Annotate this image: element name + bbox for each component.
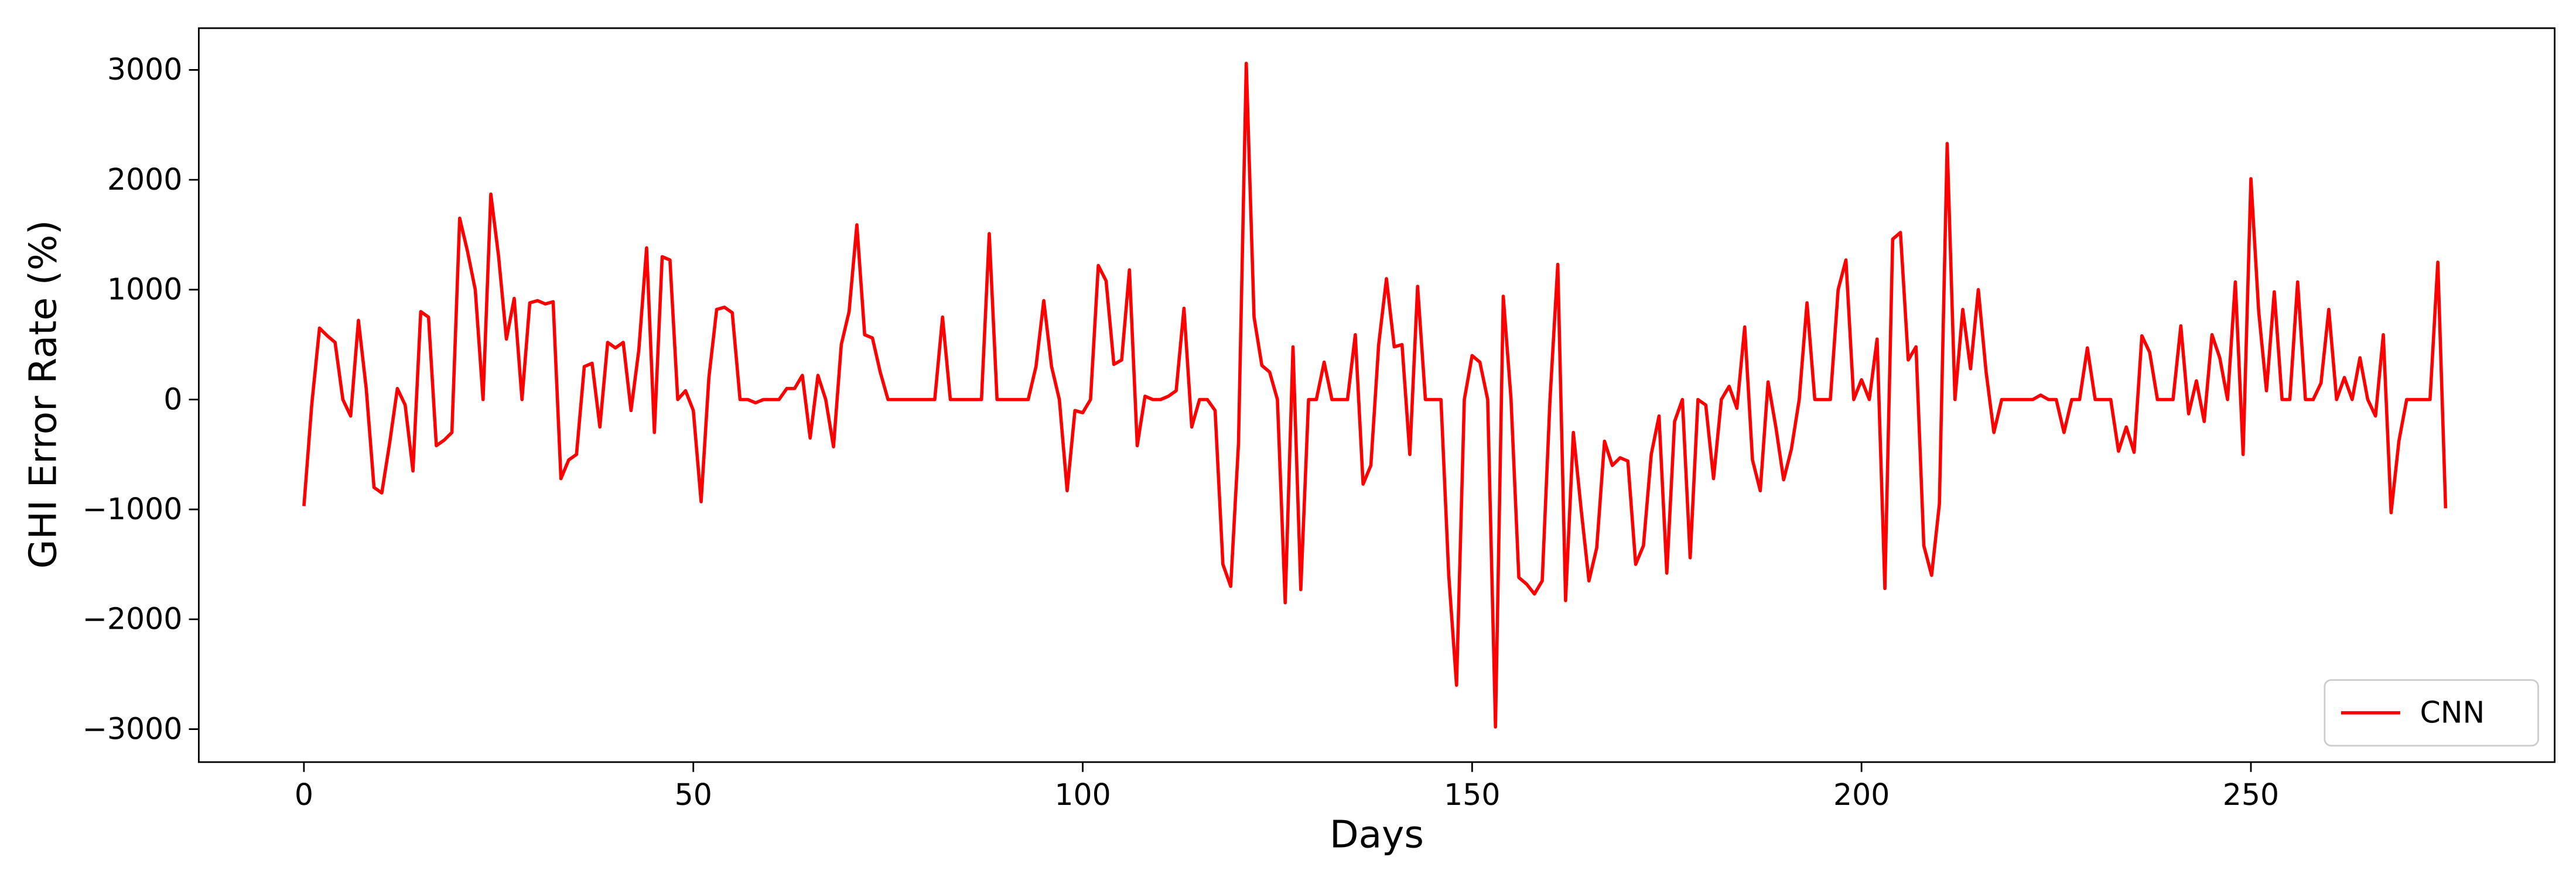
x-axis-label: Days: [1330, 813, 1424, 857]
y-tick-label: 3000: [107, 52, 182, 87]
data-line: [302, 61, 2448, 729]
y-tick-label: −3000: [83, 711, 183, 746]
y-tick-label: 1000: [107, 272, 182, 307]
x-tick-label: 50: [675, 777, 712, 812]
y-tick-label: 0: [163, 382, 182, 416]
y-tick-label: −1000: [83, 492, 183, 526]
y-axis-label: GHI Error Rate (%): [21, 220, 65, 569]
x-tick-label: 100: [1054, 777, 1111, 812]
x-tick-label: 250: [2223, 777, 2279, 812]
y-tick-label: −2000: [83, 602, 183, 636]
legend-box: [2324, 679, 2539, 747]
y-tick-label: 2000: [107, 162, 182, 197]
legend-label: CNN: [2420, 695, 2485, 730]
plot-frame: [197, 27, 2555, 763]
x-tick-label: 0: [295, 777, 313, 812]
x-tick-label: 150: [1444, 777, 1500, 812]
x-tick-label: 200: [1833, 777, 1890, 812]
